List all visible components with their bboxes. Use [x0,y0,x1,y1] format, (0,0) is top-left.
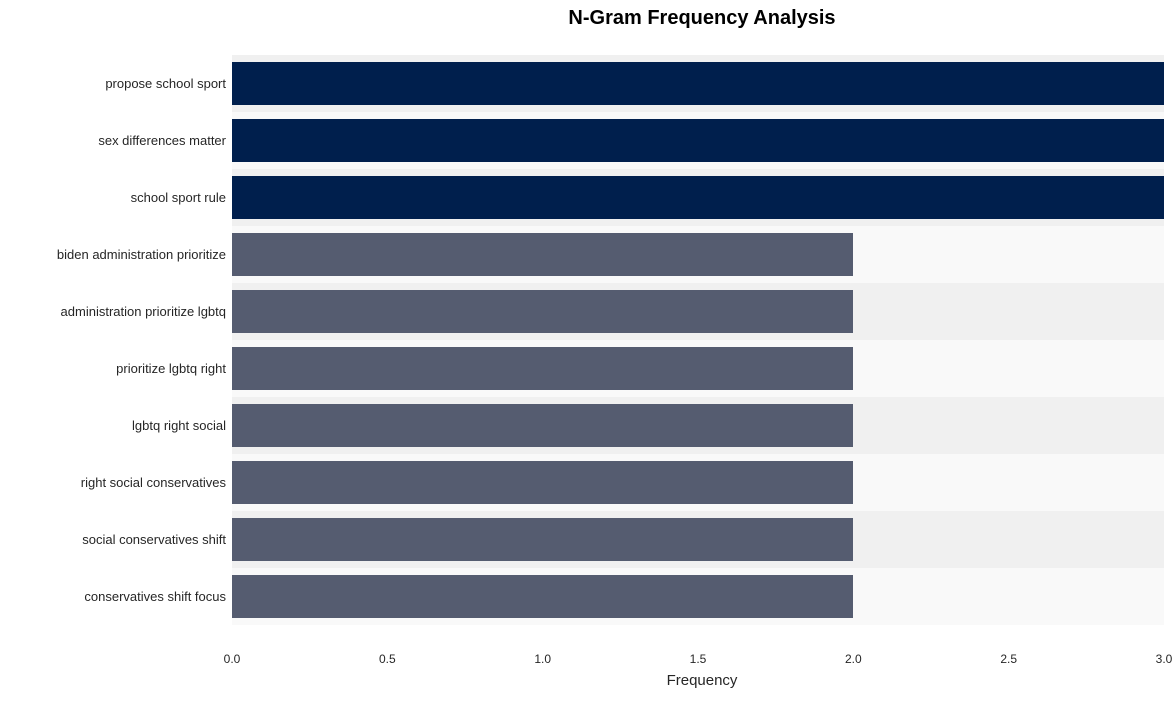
y-category-label: school sport rule [131,190,226,205]
bar [232,233,853,276]
y-category-label: lgbtq right social [132,418,226,433]
y-category-label: conservatives shift focus [84,589,226,604]
bar [232,518,853,561]
bar [232,461,853,504]
bar [232,404,853,447]
y-category-label: prioritize lgbtq right [116,361,226,376]
bar [232,119,1164,162]
bar [232,290,853,333]
x-tick-label: 0.0 [224,652,241,666]
plot-area [232,36,1164,644]
y-category-label: propose school sport [105,76,226,91]
bar [232,575,853,618]
x-axis-label: Frequency [0,672,1172,689]
bar [232,347,853,390]
x-tick-label: 1.5 [690,652,707,666]
chart-title: N-Gram Frequency Analysis [0,7,1172,30]
x-tick-label: 1.0 [534,652,551,666]
bar [232,62,1164,105]
x-tick-label: 0.5 [379,652,396,666]
chart-container: N-Gram Frequency Analysis Frequency prop… [0,0,1172,701]
y-category-label: right social conservatives [81,475,226,490]
x-tick-label: 2.0 [845,652,862,666]
y-category-label: administration prioritize lgbtq [61,304,226,319]
y-category-label: social conservatives shift [82,532,226,547]
x-tick-label: 3.0 [1156,652,1172,666]
y-category-label: sex differences matter [98,133,226,148]
x-tick-label: 2.5 [1000,652,1017,666]
y-category-label: biden administration prioritize [57,247,226,262]
bar [232,176,1164,219]
